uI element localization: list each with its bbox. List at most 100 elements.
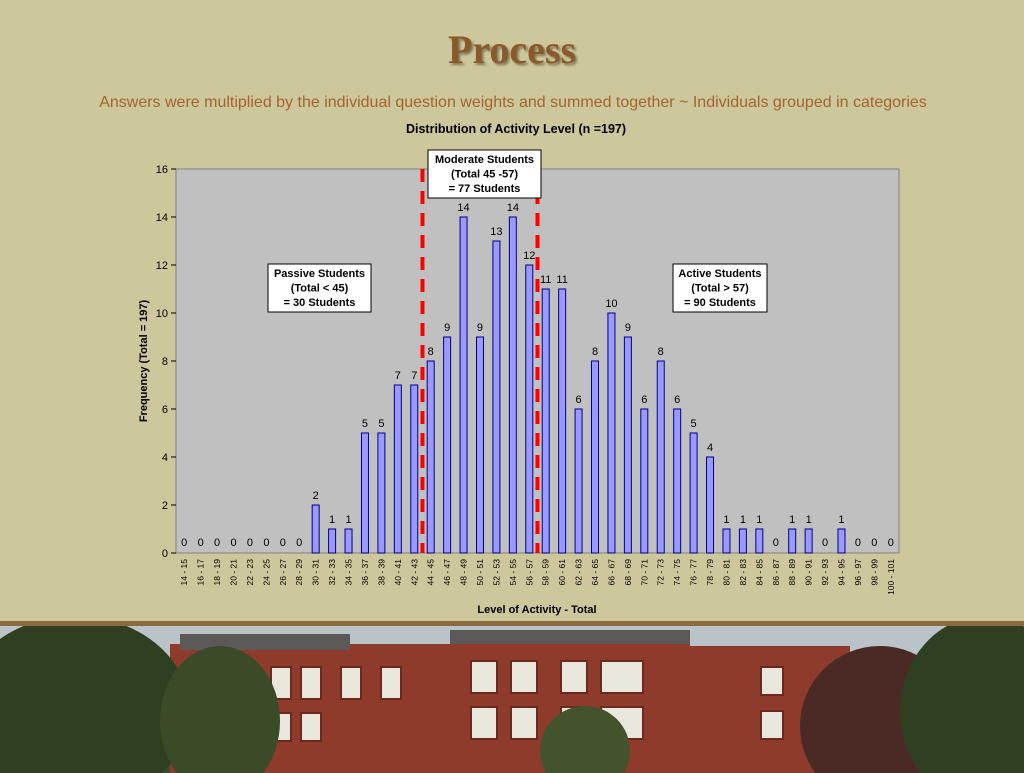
bar [328,528,337,554]
data-label: 0 [888,537,894,549]
x-tick-label: 20 - 21 [229,559,239,586]
data-label: 0 [773,537,779,549]
data-label: 0 [871,537,877,549]
data-label: 0 [230,537,236,549]
data-label: 1 [329,514,335,526]
x-tick-label: 44 - 45 [426,559,436,586]
bar [788,528,797,554]
x-tick-label: 90 - 91 [804,559,814,586]
x-tick-label: 52 - 53 [491,559,501,586]
bar [426,360,435,554]
data-label: 6 [576,394,582,406]
bar [837,528,846,554]
x-tick-label: 80 - 81 [721,559,731,586]
x-tick-label: 18 - 19 [212,559,222,586]
y-tick-label: 4 [162,452,168,464]
bar [525,264,534,554]
data-label: 0 [247,537,253,549]
data-label: 14 [507,202,519,214]
x-tick-label: 50 - 51 [475,559,485,586]
y-tick-label: 12 [156,260,168,272]
x-tick-label: 66 - 67 [606,559,616,586]
y-tick-label: 16 [156,164,168,176]
x-tick-label: 54 - 55 [508,559,518,586]
x-tick-label: 88 - 89 [787,559,797,586]
x-tick-label: 92 - 93 [820,559,830,586]
x-tick-label: 70 - 71 [639,559,649,586]
y-tick-label: 0 [162,548,168,560]
x-tick-label: 100 - 101 [886,559,896,595]
bar-series [311,216,846,554]
data-label: 13 [490,226,502,238]
bar [475,336,484,554]
category-dividers [420,169,540,553]
y-tick-label: 10 [156,308,168,320]
data-label: 5 [378,418,384,430]
data-label: 12 [523,250,535,262]
x-tick-label: 58 - 59 [541,559,551,586]
bar [804,528,813,554]
data-label: 7 [395,370,401,382]
x-tick-label: 26 - 27 [278,559,288,586]
x-tick-label: 98 - 99 [869,559,879,586]
x-tick-label: 40 - 41 [393,559,403,586]
annotation-box: Active Students (Total > 57) = 90 Students [672,263,768,313]
x-tick-label: 48 - 49 [459,559,469,586]
data-label: 8 [428,346,434,358]
y-tick-label: 2 [162,500,168,512]
x-tick-label: 42 - 43 [409,559,419,586]
bar [541,288,550,554]
x-tick-label: 22 - 23 [245,559,255,586]
data-label: 0 [198,537,204,549]
data-label: 11 [540,274,551,286]
annotation-line: (Total > 57) [691,283,749,295]
x-tick-label: 30 - 31 [311,559,321,586]
annotation-line: = 90 Students [684,297,756,309]
data-label: 14 [457,202,469,214]
bar [393,384,402,554]
data-label: 0 [214,537,220,549]
x-tick-label: 74 - 75 [672,559,682,586]
bar [443,336,452,554]
activity-distribution-chart: Distribution of Activity Level (n =197) … [138,122,900,616]
annotation-box: Moderate Students (Total 45 -57) = 77 Stud… [427,149,542,199]
bar [706,456,715,554]
slide-subtitle: Answers were multiplied by the individua… [99,94,927,111]
bar [410,384,419,554]
campus-building-photo [0,621,1024,773]
x-tick-label: 28 - 29 [294,559,304,586]
annotation-frame [672,263,768,313]
x-tick-label: 36 - 37 [360,559,370,586]
bar [508,216,517,554]
data-label: 0 [855,537,861,549]
chart-title: Distribution of Activity Level (n =197) [406,122,626,136]
data-label: 1 [789,514,795,526]
x-axis-label: Level of Activity - Total [477,604,596,616]
annotation-line: Moderate Students [435,154,534,166]
x-tick-label: 62 - 63 [574,559,584,586]
bar [689,432,698,554]
data-label: 2 [313,490,319,502]
bar [755,528,764,554]
plot-area [175,168,900,554]
data-label: 7 [411,370,417,382]
annotation-line: Passive Students [274,268,365,280]
x-tick-label: 16 - 17 [196,559,206,586]
data-label: 11 [556,274,567,286]
bar [360,432,369,554]
annotation-line: = 77 Students [449,183,521,195]
bar [459,216,468,554]
x-tick-label: 60 - 61 [557,559,567,586]
data-label: 1 [756,514,762,526]
data-label: 5 [691,418,697,430]
annotation-line: Active Students [678,268,761,280]
data-label: 8 [592,346,598,358]
x-tick-label: 56 - 57 [524,559,534,586]
x-tick-label: 86 - 87 [771,559,781,586]
y-tick-label: 6 [162,404,168,416]
data-label: 10 [605,298,617,310]
bar [607,312,616,554]
data-label: 8 [658,346,664,358]
x-tick-label: 46 - 47 [442,559,452,586]
data-label: 4 [707,442,713,454]
